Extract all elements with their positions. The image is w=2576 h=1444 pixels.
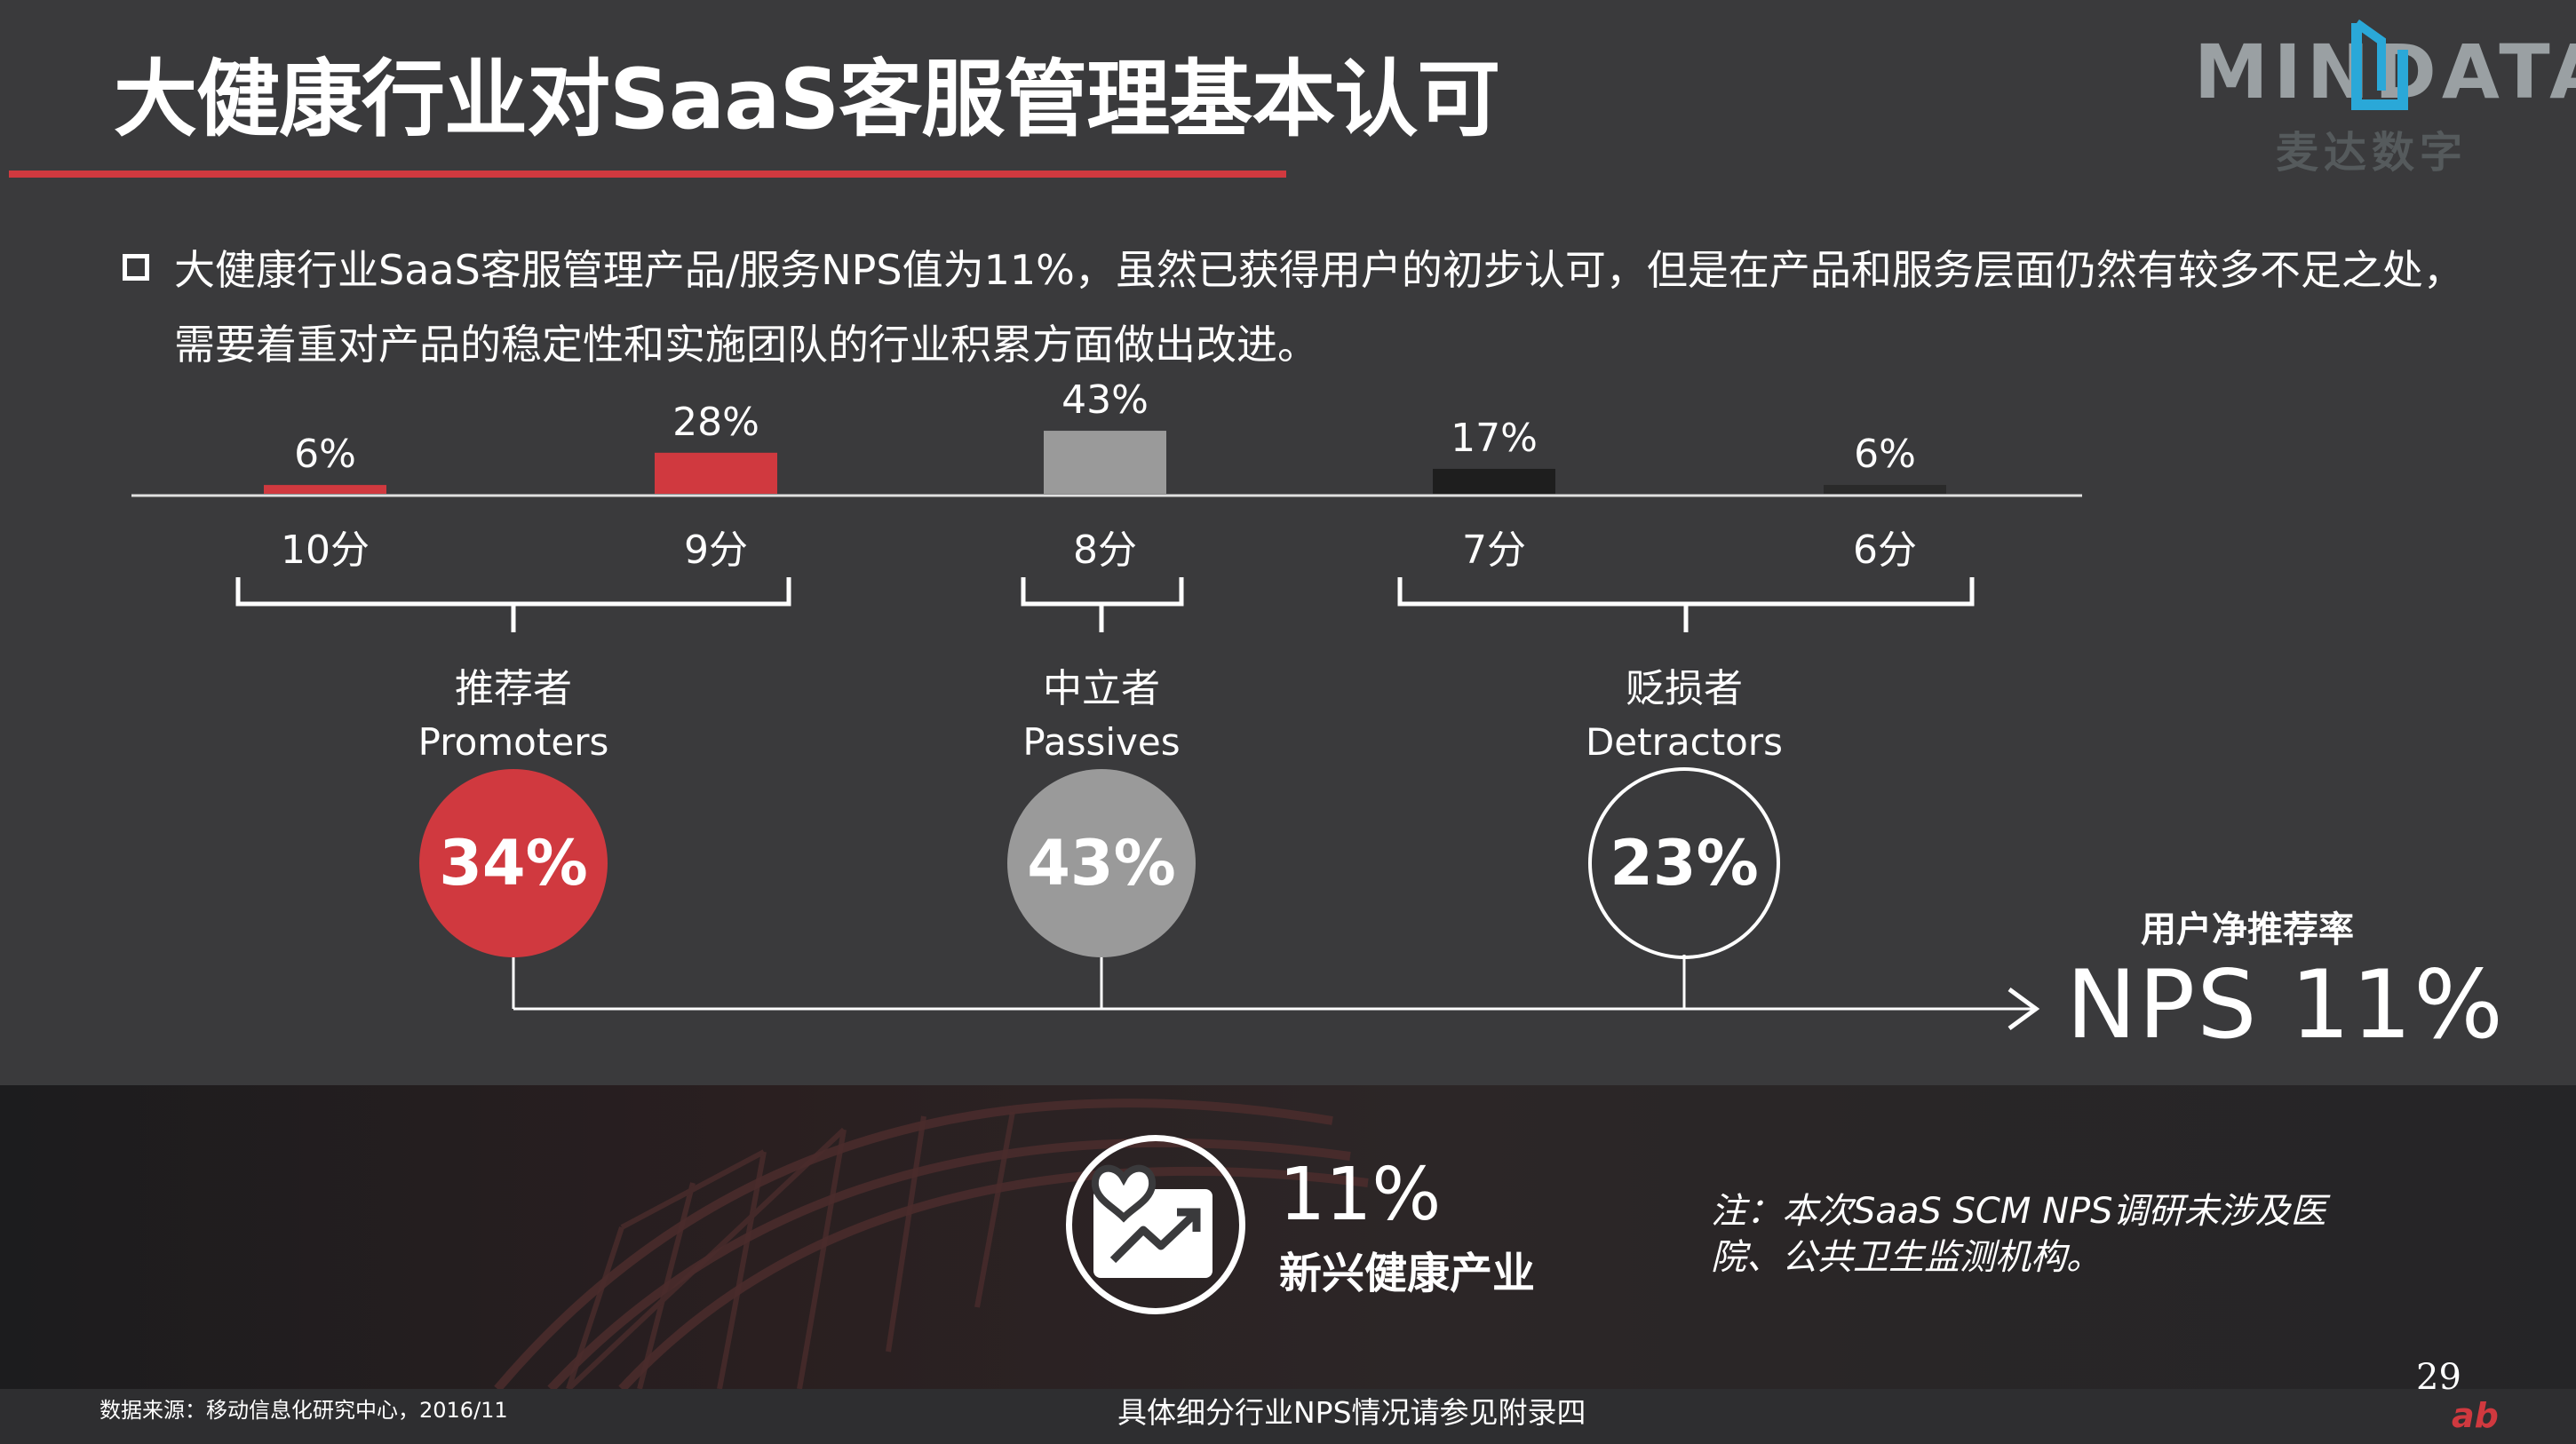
bar-value-label: 6%	[294, 432, 356, 477]
bar-value-label: 6%	[1854, 432, 1916, 477]
group-circle-promoters	[419, 769, 608, 957]
bar-9分	[655, 452, 777, 494]
category-label: 7分	[1462, 528, 1526, 573]
group-label-cn: 中立者	[1043, 666, 1160, 711]
group-circle-detractors	[1588, 767, 1780, 959]
logo-mark-icon	[2351, 20, 2408, 110]
bracket-promoters	[235, 577, 791, 632]
bracket-detractors	[1397, 577, 1975, 632]
stat-value: 11%	[1279, 1153, 1442, 1237]
nps-connector	[512, 955, 2040, 1031]
nps-label: 用户净推荐率	[2141, 909, 2354, 950]
group-value: 43%	[1027, 827, 1176, 900]
category-label: 6分	[1853, 528, 1917, 573]
group-label-en: Passives	[1022, 720, 1180, 764]
group-label-en: Promoters	[418, 720, 609, 764]
bar-6分	[1824, 485, 1946, 494]
logo-subtitle: 麦达数字	[2276, 128, 2469, 178]
bar-10分	[264, 485, 386, 494]
group-brackets	[235, 577, 1975, 632]
footer-band	[0, 1389, 2576, 1444]
group-value: 23%	[1610, 827, 1759, 900]
category-label: 10分	[281, 528, 370, 573]
summary-text: 大健康行业SaaS客服管理产品/服务NPS值为11%，虽然已获得用户的初步认可，…	[174, 246, 2464, 369]
page-number: 29	[2416, 1357, 2461, 1398]
title-underline	[9, 171, 1286, 178]
stat-label: 新兴健康产业	[1279, 1249, 1536, 1298]
appendix-reference: 具体细分行业NPS情况请参见附录四	[1117, 1395, 1586, 1430]
group-label-cn: 推荐者	[455, 666, 572, 711]
heart-chart-icon	[1066, 1135, 1245, 1314]
category-label: 9分	[684, 528, 748, 573]
group-label-en: Detractors	[1586, 720, 1783, 764]
group-value: 34%	[439, 827, 588, 900]
group-label-cn: 贬损者	[1626, 666, 1743, 711]
heart-chart-glyph	[1091, 1164, 1212, 1278]
nps-value: NPS 11%	[2066, 950, 2505, 1059]
footnote: 注：本次SaaS SCM NPS调研未涉及医院、公共卫生监测机构。	[1711, 1191, 2326, 1278]
bar-value-label: 43%	[1061, 377, 1149, 423]
group-circle-passives	[1007, 769, 1196, 957]
bar-7分	[1433, 468, 1555, 494]
bar-8分	[1044, 431, 1166, 494]
bar-value-label: 17%	[1451, 416, 1538, 461]
bar-value-label: 28%	[672, 400, 759, 445]
bullet-square-icon	[123, 254, 149, 281]
category-label: 8分	[1073, 528, 1137, 573]
data-source: 数据来源：移动信息化研究中心，2016/11	[99, 1398, 508, 1423]
corner-logo-icon: ab	[2452, 1396, 2499, 1435]
brand-logo: MINDATA 麦达数字	[2194, 20, 2576, 179]
bracket-passives	[1021, 577, 1184, 632]
page-title: 大健康行业对SaaS客服管理基本认可	[114, 52, 1500, 148]
